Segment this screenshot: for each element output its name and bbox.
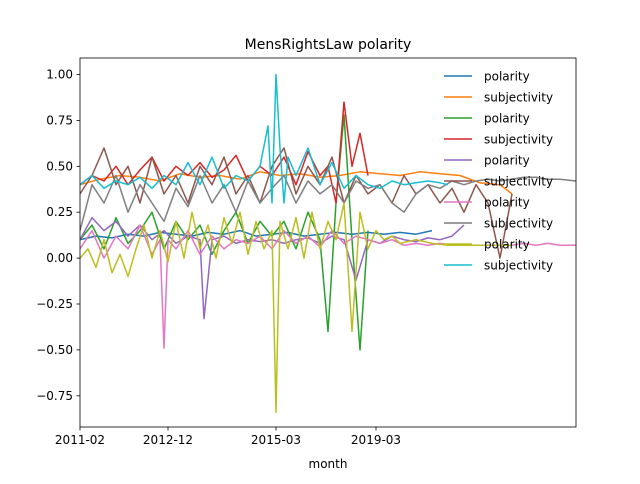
x-tick-label-0: 2011-02 <box>55 433 105 447</box>
legend-label-5: polarity <box>484 154 530 168</box>
x-axis-label: month <box>309 457 348 471</box>
legend-label-2: subjectivity <box>484 91 553 105</box>
legend-label-10: subjectivity <box>484 259 553 273</box>
legend: polarity subjectivity polarity subjectivity… <box>444 70 553 273</box>
y-tick-label-4: 0.00 <box>46 251 73 265</box>
y-tick-label-2: 0.50 <box>46 159 73 173</box>
legend-label-9: polarity <box>484 238 530 252</box>
x-tick-label-3: 2019-03 <box>351 433 401 447</box>
plot-area <box>79 57 577 428</box>
y-tick-label-1: 0.75 <box>46 113 73 127</box>
legend-label-8: subjectivity <box>484 217 553 231</box>
series-layer <box>80 73 576 414</box>
y-tick-label-5: −0.25 <box>36 297 73 311</box>
series-line-10-subjectivity <box>80 73 449 204</box>
y-tick-label-0: 1.00 <box>46 68 73 82</box>
x-tick-label-2: 2015-03 <box>251 433 301 447</box>
legend-label-1: polarity <box>484 70 530 84</box>
series-line-9-polarity <box>80 202 512 414</box>
chart-title: MensRightsLaw polarity <box>245 37 412 53</box>
y-axis: 1.00 0.75 0.50 0.25 0.00 −0.25 −0.50 −0.75 <box>36 68 80 403</box>
series-line-1-polarity <box>80 229 433 241</box>
axes-frame <box>79 57 577 428</box>
legend-label-6: subjectivity <box>484 175 553 189</box>
series-line-8-subjectivity <box>80 174 576 231</box>
y-tick-label-3: 0.25 <box>46 205 73 219</box>
y-tick-label-6: −0.50 <box>36 343 73 357</box>
series-line-6-subjectivity <box>80 147 513 259</box>
legend-label-3: polarity <box>484 112 530 126</box>
x-axis: 2011-02 2012-12 2015-03 2019-03 <box>55 427 401 447</box>
x-tick-label-1: 2012-12 <box>143 433 193 447</box>
y-tick-label-7: −0.75 <box>36 389 73 403</box>
legend-label-7: polarity <box>484 196 530 210</box>
legend-label-4: subjectivity <box>484 133 553 147</box>
